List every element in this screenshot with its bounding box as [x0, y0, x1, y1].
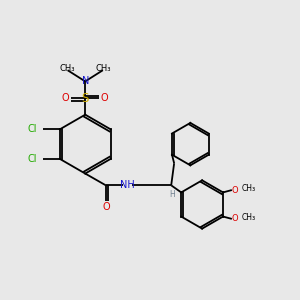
Text: O: O	[101, 94, 109, 103]
Text: CH₃: CH₃	[242, 213, 256, 222]
Text: N: N	[82, 76, 89, 86]
Text: Cl: Cl	[28, 124, 37, 134]
Text: Cl: Cl	[28, 154, 37, 164]
Text: CH₃: CH₃	[242, 184, 256, 193]
Text: O: O	[232, 185, 238, 194]
Text: CH₃: CH₃	[60, 64, 75, 73]
Text: O: O	[62, 94, 70, 103]
Text: NH: NH	[120, 180, 134, 190]
Text: CH₃: CH₃	[95, 64, 111, 73]
Text: O: O	[232, 214, 238, 224]
Text: O: O	[102, 202, 110, 212]
Text: S: S	[82, 92, 89, 105]
Text: H: H	[169, 190, 175, 199]
